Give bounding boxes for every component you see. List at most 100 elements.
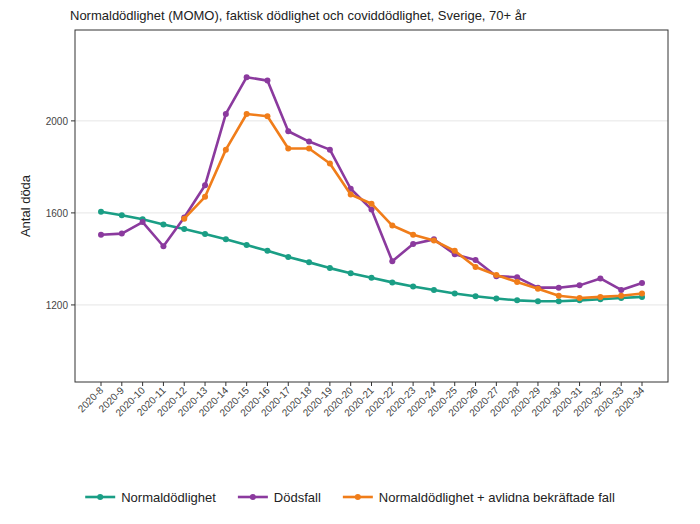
legend-label: Normaldödlighet — [121, 490, 216, 505]
series-point — [597, 294, 603, 300]
series-point — [639, 280, 645, 286]
series-point — [452, 290, 458, 296]
x-tick-label: 2020-34 — [613, 384, 647, 418]
series-point — [264, 248, 270, 254]
series-point — [431, 238, 437, 244]
series-point — [327, 147, 333, 153]
series-point — [244, 74, 250, 80]
series-point — [181, 226, 187, 232]
y-tick — [71, 212, 75, 213]
x-tick — [329, 382, 330, 386]
series-point — [410, 232, 416, 238]
x-tick — [142, 382, 143, 386]
series-point — [410, 241, 416, 247]
series-point — [306, 145, 312, 151]
series-point — [369, 201, 375, 207]
x-tick — [579, 382, 580, 386]
series-point — [119, 212, 125, 218]
legend-marker — [97, 494, 103, 500]
series-point — [140, 219, 146, 225]
series-line — [101, 77, 642, 290]
series-point — [410, 284, 416, 290]
x-tick — [600, 382, 601, 386]
series-point — [389, 223, 395, 229]
series-point — [327, 265, 333, 271]
x-tick — [267, 382, 268, 386]
y-tick — [71, 304, 75, 305]
legend: Normaldödlighet Dödsfall Normaldödlighet +… — [85, 490, 615, 505]
series-point — [473, 264, 479, 270]
series-point — [223, 147, 229, 153]
series-point — [618, 293, 624, 299]
x-tick — [496, 382, 497, 386]
x-tick — [558, 382, 559, 386]
series-point — [556, 285, 562, 291]
x-tick — [537, 382, 538, 386]
x-tick — [121, 382, 122, 386]
series-point — [389, 279, 395, 285]
series-point — [431, 287, 437, 293]
series-point — [348, 270, 354, 276]
x-tick — [288, 382, 289, 386]
series-point — [389, 258, 395, 264]
x-tick — [475, 382, 476, 386]
series-point — [160, 243, 166, 249]
x-tick — [225, 382, 226, 386]
series-point — [98, 209, 104, 215]
x-tick — [371, 382, 372, 386]
series-point — [264, 78, 270, 84]
series-point — [639, 290, 645, 296]
series-point — [535, 298, 541, 304]
x-tick — [101, 382, 102, 386]
series-point — [306, 259, 312, 265]
series-line — [184, 114, 642, 298]
x-tick — [350, 382, 351, 386]
series-point — [223, 111, 229, 117]
x-tick — [454, 382, 455, 386]
series-point — [285, 128, 291, 134]
series-point — [285, 145, 291, 151]
series-point — [369, 275, 375, 281]
series-point — [597, 275, 603, 281]
series-point — [473, 293, 479, 299]
legend-label: Normaldödlighet + avlidna bekräftade fal… — [379, 490, 615, 505]
x-tick — [621, 382, 622, 386]
x-tick — [433, 382, 434, 386]
x-tick — [413, 382, 414, 386]
legend-marker — [250, 494, 256, 500]
series-point — [535, 286, 541, 292]
series-point — [618, 287, 624, 293]
series-point — [202, 231, 208, 237]
x-tick — [163, 382, 164, 386]
series-point — [119, 231, 125, 237]
series-point — [202, 194, 208, 200]
legend-label: Dödsfall — [274, 490, 321, 505]
series-point — [473, 257, 479, 263]
x-tick — [205, 382, 206, 386]
series-point — [493, 272, 499, 278]
series-point — [327, 160, 333, 166]
x-tick — [184, 382, 185, 386]
series-point — [98, 232, 104, 238]
series-point — [556, 298, 562, 304]
y-axis-label: Antal döda — [18, 174, 33, 237]
series-point — [160, 221, 166, 227]
series-point — [493, 295, 499, 301]
chart: Normaldödlighet (MOMO), faktisk dödlighe… — [0, 0, 700, 524]
series-point — [514, 297, 520, 303]
x-tick — [392, 382, 393, 386]
series-point — [452, 248, 458, 254]
series-point — [285, 254, 291, 260]
legend-marker — [355, 494, 361, 500]
series-point — [348, 191, 354, 197]
y-tick-label: 2000 — [46, 116, 69, 127]
x-tick — [246, 382, 247, 386]
series-point — [514, 279, 520, 285]
x-tick — [517, 382, 518, 386]
series-point — [264, 113, 270, 119]
plot-frame — [75, 30, 668, 382]
plot-area — [98, 74, 645, 304]
series-point — [244, 242, 250, 248]
series-point — [244, 111, 250, 117]
series-line — [101, 212, 642, 301]
